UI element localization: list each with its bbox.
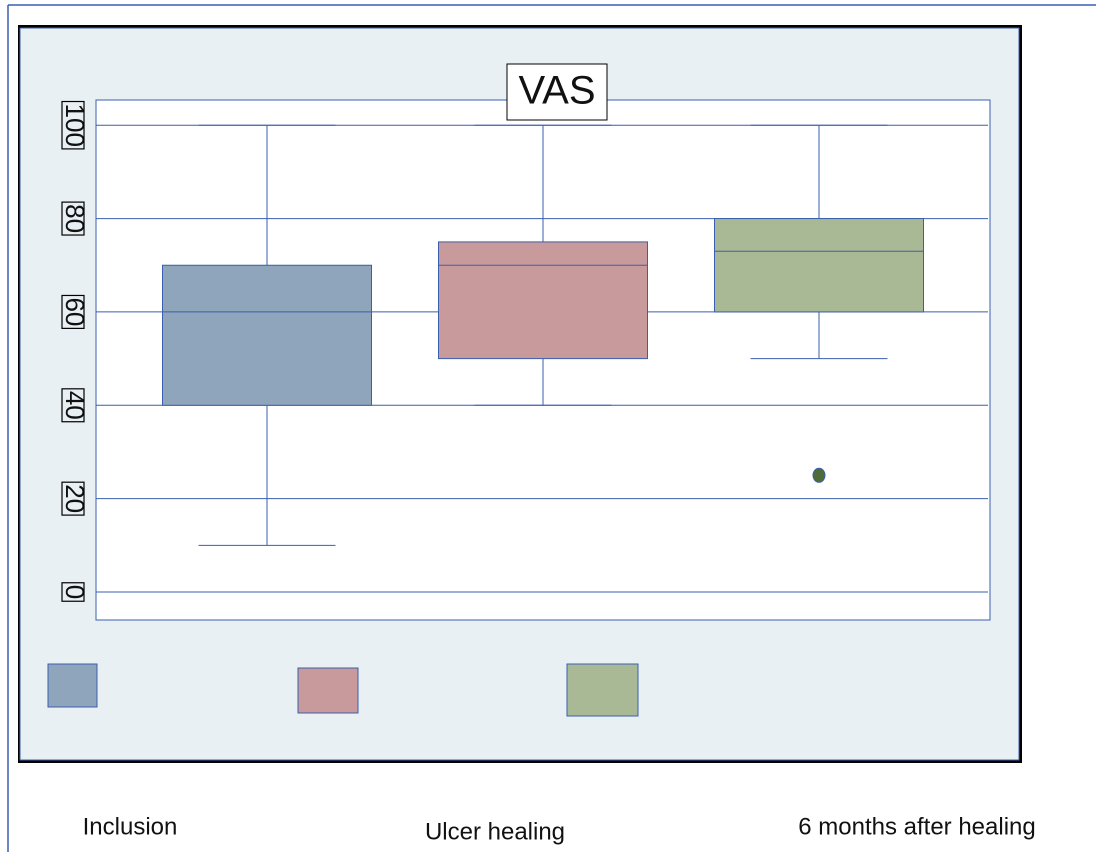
y-tick-label: 20 [60, 484, 90, 513]
y-tick-box [61, 201, 85, 236]
y-tick-label: 40 [60, 391, 90, 420]
outlier [812, 467, 826, 483]
y-tick-label: 0 [60, 585, 90, 599]
box [162, 264, 372, 406]
y-tick-box [61, 294, 85, 329]
y-tick-label: 80 [60, 204, 90, 233]
y-tick-box [61, 388, 85, 423]
legend-swatch [566, 663, 639, 717]
x-category-label: Ulcer healing [425, 818, 565, 845]
box [714, 218, 924, 313]
y-tick-label: 100 [60, 104, 90, 147]
chart-title: VAS [518, 69, 595, 113]
legend-swatch [297, 667, 359, 714]
y-tick-box [61, 582, 85, 602]
box [438, 241, 648, 360]
y-tick-label: 60 [60, 297, 90, 326]
legend-swatch [47, 663, 98, 708]
y-tick-box [61, 481, 85, 516]
title-box [506, 63, 608, 121]
x-category-label: 6 months after healing [798, 813, 1035, 840]
y-tick-box [61, 100, 85, 150]
x-category-label: Inclusion [83, 813, 178, 840]
